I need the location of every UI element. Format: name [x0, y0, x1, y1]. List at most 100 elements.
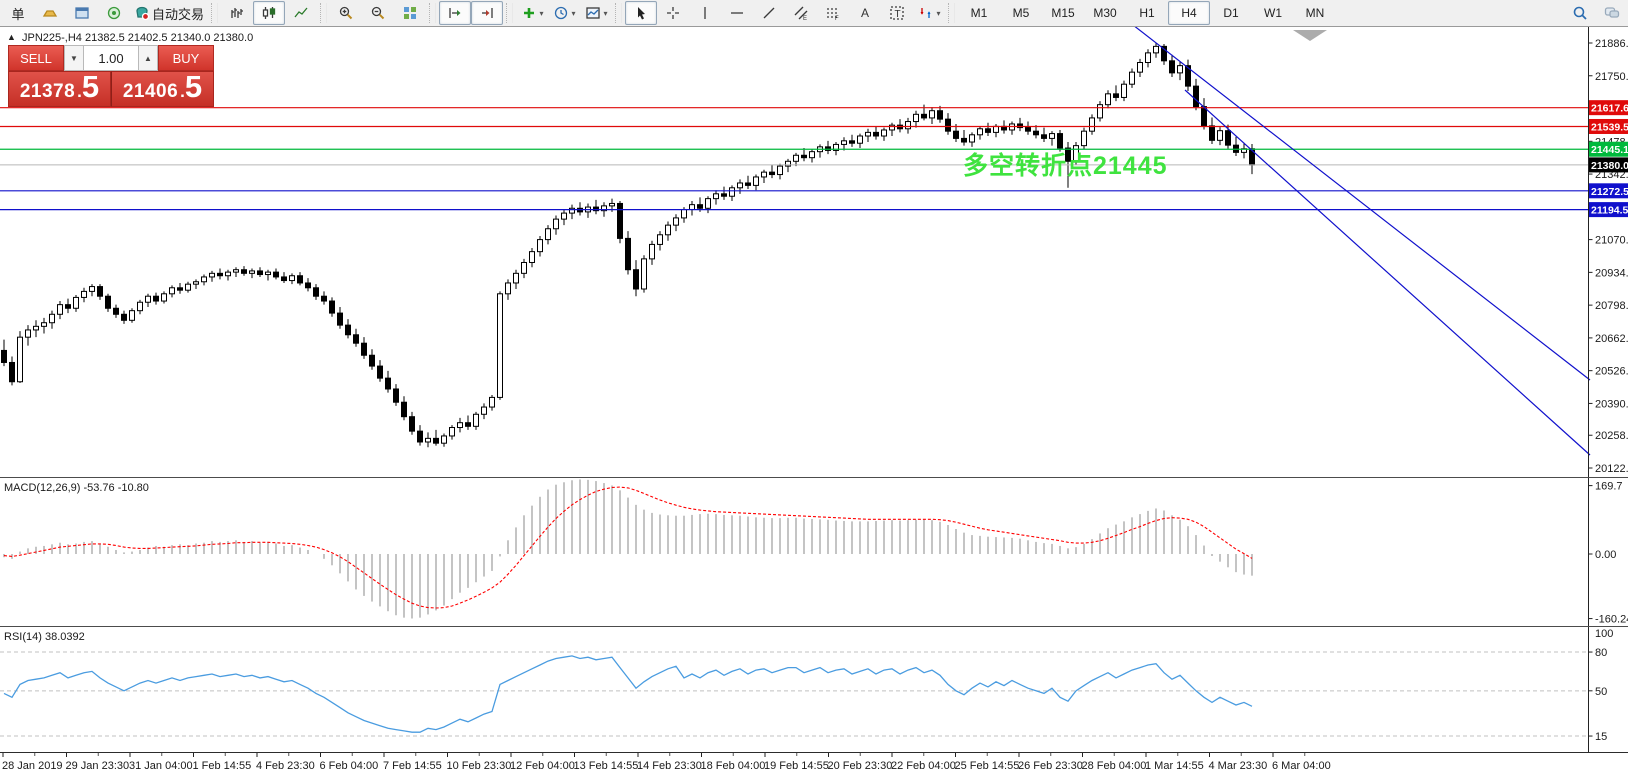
tf-m30[interactable]: M30	[1084, 1, 1126, 25]
tf-m1[interactable]: M1	[958, 1, 1000, 25]
tf-d1[interactable]: D1	[1210, 1, 1252, 25]
crosshair-button[interactable]	[657, 1, 689, 25]
rsi-panel[interactable]: 100 80 50 15 RSI(14) 38.0392	[0, 627, 1628, 753]
autotrading-button[interactable]: 自动交易	[130, 1, 208, 25]
tf-h1[interactable]: H1	[1126, 1, 1168, 25]
indicators-button[interactable]: ▾	[516, 1, 548, 25]
main-chart-panel[interactable]: 21886.021750.021478.021342.021070.020934…	[0, 27, 1628, 478]
macd-chart[interactable]: 169.7 0.00 -160.24	[0, 478, 1628, 626]
svg-text:21070.0: 21070.0	[1595, 235, 1628, 247]
tf-m15[interactable]: M15	[1042, 1, 1084, 25]
svg-text:169.7: 169.7	[1595, 481, 1623, 493]
volume-increase-button[interactable]: ▲	[138, 45, 158, 71]
svg-text:28 Feb 04:00: 28 Feb 04:00	[1082, 760, 1147, 772]
terminal-icon	[74, 5, 90, 21]
volume-input[interactable]	[84, 45, 138, 71]
svg-text:12 Feb 04:00: 12 Feb 04:00	[510, 760, 575, 772]
candlestick-chart[interactable]: 21886.021750.021478.021342.021070.020934…	[0, 27, 1628, 477]
svg-text:28 Jan 2019: 28 Jan 2019	[2, 760, 63, 772]
vertical-line-button[interactable]	[689, 1, 721, 25]
rsi-chart[interactable]: 100 80 50 15	[0, 627, 1628, 752]
templates-button[interactable]: ▾	[580, 1, 612, 25]
chat-button[interactable]	[1596, 1, 1628, 25]
time-axis[interactable]: 28 Jan 2019 29 Jan 23:30 31 Jan 04:00 1 Feb…	[0, 753, 1628, 775]
svg-text:50: 50	[1595, 686, 1607, 698]
autotrading-button-label: 自动交易	[152, 6, 205, 22]
cursor-icon	[633, 5, 649, 21]
periods-button[interactable]: ▾	[548, 1, 580, 25]
label-button[interactable]: T	[881, 1, 913, 25]
svg-text:-160.24: -160.24	[1595, 614, 1628, 626]
tile-icon	[402, 5, 418, 21]
svg-text:21380.0: 21380.0	[1591, 160, 1628, 172]
auto-scroll-button[interactable]	[439, 1, 472, 25]
toolbar-separator	[429, 3, 437, 23]
trendline-button[interactable]	[753, 1, 785, 25]
svg-text:25 Feb 14:55: 25 Feb 14:55	[955, 760, 1020, 772]
ask-price-display[interactable]: 21406. 5	[111, 71, 214, 107]
horizontal-line-button[interactable]	[721, 1, 753, 25]
zoom-out-button[interactable]	[362, 1, 394, 25]
news-icon	[106, 5, 122, 21]
macd-label: MACD(12,26,9) -53.76 -10.80	[4, 482, 149, 494]
tile-windows-button[interactable]	[394, 1, 426, 25]
new-order-button-label: 单	[11, 6, 25, 22]
hline-icon	[729, 5, 745, 21]
rsi-label: RSI(14) 38.0392	[4, 631, 85, 643]
one-click-trading-panel: SELL ▼ ▲ BUY 21378.5 21406.5	[8, 45, 214, 107]
svg-text:A: A	[861, 6, 869, 20]
bar-chart-button[interactable]	[221, 1, 253, 25]
svg-text:0.00: 0.00	[1595, 549, 1616, 561]
tf-h4[interactable]: H4	[1168, 1, 1211, 25]
dropdown-caret-icon: ▾	[603, 8, 608, 18]
svg-text:21750.0: 21750.0	[1595, 71, 1628, 83]
one-click-collapse-icon[interactable]: ▲	[7, 32, 16, 42]
linechart-icon	[293, 5, 309, 21]
candles-icon	[261, 5, 277, 21]
svg-text:20 Feb 23:30: 20 Feb 23:30	[828, 760, 893, 772]
svg-text:1 Feb 14:55: 1 Feb 14:55	[193, 760, 252, 772]
svg-text:21194.5: 21194.5	[1591, 205, 1628, 217]
tf-mn[interactable]: MN	[1294, 1, 1336, 25]
zoomin-icon	[338, 5, 354, 21]
news-button[interactable]	[98, 1, 130, 25]
channel-icon: E	[793, 5, 809, 21]
bid-price-display[interactable]: 21378. 5	[8, 71, 111, 107]
volume-decrease-button[interactable]: ▼	[64, 45, 84, 71]
svg-text:14 Feb 23:30: 14 Feb 23:30	[637, 760, 702, 772]
tf-h1-label: H1	[1139, 6, 1155, 20]
sell-button[interactable]: SELL	[8, 45, 64, 71]
toolbar: 单 自动交易 ▾ ▾ ▾ E F A T ▾ M1 M5 M15 M30 H1 H4 D1 W1 MN	[0, 0, 1628, 27]
vline-icon	[697, 5, 713, 21]
svg-text:100: 100	[1595, 628, 1613, 640]
svg-text:15: 15	[1595, 731, 1607, 743]
chart-annotation-text: 多空转折点21445	[963, 152, 1168, 180]
svg-text:20934.0: 20934.0	[1595, 267, 1628, 279]
text-button[interactable]: A	[849, 1, 881, 25]
tf-d1-label: D1	[1223, 6, 1239, 20]
svg-text:31 Jan 04:00: 31 Jan 04:00	[129, 760, 193, 772]
gold-icon-button[interactable]	[34, 1, 66, 25]
terminal-button[interactable]	[66, 1, 98, 25]
line-chart-button[interactable]	[285, 1, 317, 25]
svg-text:F: F	[835, 16, 839, 21]
arrows-button[interactable]: ▾	[913, 1, 945, 25]
zoom-in-button[interactable]	[330, 1, 362, 25]
tf-m15-label: M15	[1051, 6, 1075, 20]
tf-w1[interactable]: W1	[1252, 1, 1294, 25]
chart-shift-button[interactable]	[471, 1, 504, 25]
channel-button[interactable]: E	[785, 1, 817, 25]
macd-panel[interactable]: 169.7 0.00 -160.24 MACD(12,26,9) -53.76 -1…	[0, 478, 1628, 627]
trendline-icon	[761, 5, 777, 21]
new-order-button[interactable]: 单	[2, 1, 34, 25]
candlestick-button[interactable]	[253, 1, 286, 25]
toolbar-separator	[615, 3, 623, 23]
search-button[interactable]	[1564, 1, 1596, 25]
tf-m30-label: M30	[1093, 6, 1117, 20]
crosshair-icon	[665, 5, 681, 21]
cursor-button[interactable]	[625, 1, 658, 25]
toolbar-separator	[506, 3, 514, 23]
tf-m5[interactable]: M5	[1000, 1, 1042, 25]
buy-button[interactable]: BUY	[158, 45, 214, 71]
fibonacci-button[interactable]: F	[817, 1, 849, 25]
